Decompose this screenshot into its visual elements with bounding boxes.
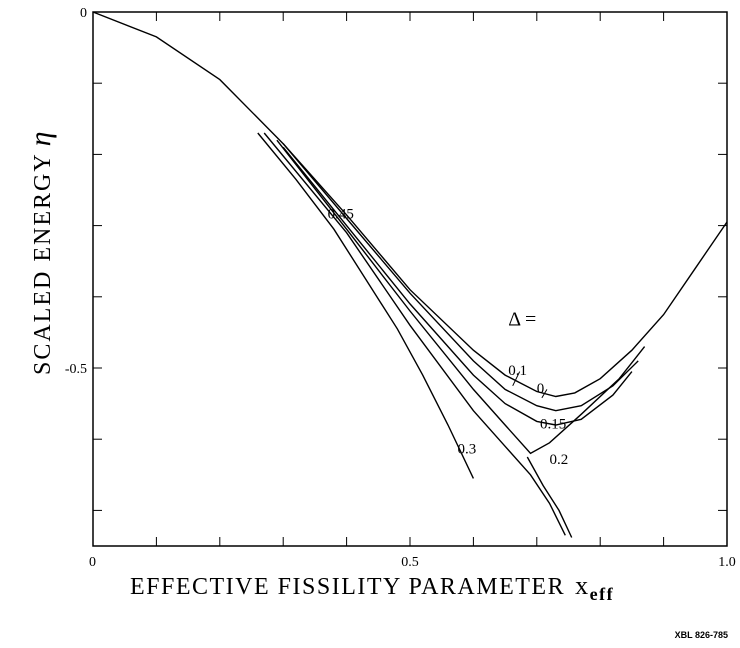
curve-label: 0 bbox=[537, 381, 545, 397]
x-axis-label: EFFECTIVE FISSILITY PARAMETER xeff bbox=[130, 571, 615, 604]
series-line bbox=[282, 146, 633, 426]
series-line bbox=[276, 139, 646, 455]
y-tick-label: 0 bbox=[80, 6, 87, 21]
curve-label: 0.1 bbox=[508, 363, 527, 379]
y-axis-label: SCALED ENERGYη bbox=[24, 129, 57, 375]
curve-label: 0.45 bbox=[328, 206, 354, 222]
x-tick-label: 1.0 bbox=[718, 555, 736, 570]
y-tick-label: -0.5 bbox=[65, 362, 87, 377]
series-line bbox=[526, 456, 573, 538]
curve-label: 0.2 bbox=[549, 452, 568, 468]
curve-label: 0.15 bbox=[540, 417, 566, 433]
label-pointer bbox=[512, 371, 521, 387]
series-line bbox=[282, 143, 639, 412]
series-line bbox=[257, 132, 475, 479]
series-line bbox=[263, 132, 566, 536]
label-pointer bbox=[541, 389, 548, 399]
curve-label: 0.3 bbox=[458, 441, 477, 457]
plot-frame bbox=[92, 11, 728, 547]
x-tick-label: 0 bbox=[89, 555, 96, 570]
y-axis-symbol: η bbox=[24, 129, 57, 147]
x-axis-symbol: xeff bbox=[575, 571, 615, 604]
x-tick-label: 0.5 bbox=[401, 555, 419, 570]
legend-title: Δ = bbox=[508, 308, 536, 330]
figure-code: XBL 826-785 bbox=[674, 630, 728, 640]
series-line bbox=[92, 11, 728, 398]
